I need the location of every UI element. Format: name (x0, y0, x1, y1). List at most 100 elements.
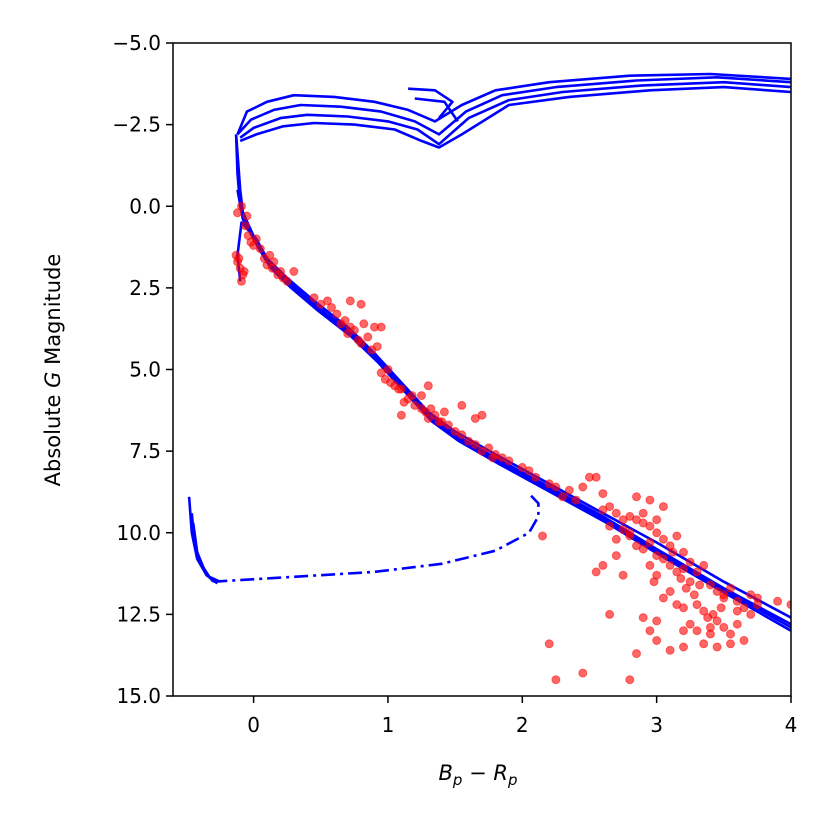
star-point (685, 557, 695, 567)
star-point (685, 619, 695, 629)
star-point (685, 577, 695, 587)
giant-branch-2 (236, 76, 791, 136)
star-point (564, 485, 574, 495)
y-axis-label: Absolute G Magnitude (41, 254, 65, 487)
star-point (233, 208, 242, 218)
star-point (531, 472, 541, 482)
star-point (712, 616, 722, 626)
star-point (423, 381, 433, 391)
x-tick-label: 2 (516, 713, 529, 737)
star-point (430, 410, 440, 420)
star-point (234, 254, 244, 263)
x-tick-label: 1 (382, 713, 395, 737)
y-tick-label: 2.5 (129, 276, 161, 300)
y-tick-label: 12.5 (116, 602, 161, 626)
giant-branch-4 (239, 85, 791, 149)
star-point (652, 528, 662, 538)
star-point (282, 276, 292, 286)
star-point (645, 521, 655, 531)
y-tick-label: 10.0 (116, 521, 161, 545)
star-point (356, 338, 366, 348)
star-point (679, 626, 688, 636)
star-point (265, 250, 275, 260)
star-point (439, 407, 449, 417)
star-point (484, 443, 494, 453)
star-point (668, 547, 678, 557)
star-point (255, 244, 265, 254)
star-point (638, 544, 648, 554)
star-point (356, 299, 366, 309)
star-point (598, 489, 608, 499)
star-point (591, 567, 601, 577)
star-point (665, 560, 675, 570)
star-point (237, 201, 246, 211)
star-point (645, 560, 655, 570)
star-point (719, 593, 729, 603)
star-point (591, 472, 601, 482)
star-point (242, 211, 252, 221)
star-point (363, 332, 373, 342)
isochrone-curves (187, 72, 791, 632)
star-point (732, 619, 742, 629)
star-point (645, 626, 655, 636)
star-point (726, 629, 735, 639)
star-point (598, 505, 608, 515)
isochrone-1 (236, 221, 791, 619)
star-point (719, 622, 729, 632)
star-point (638, 508, 648, 518)
star-point (251, 234, 261, 244)
dash-dot-branch (213, 492, 540, 583)
wd-track-3 (191, 522, 215, 583)
star-point (681, 583, 691, 593)
star-point (658, 554, 668, 564)
x-tick-label: 0 (247, 713, 260, 737)
giant-branch-1 (236, 72, 791, 135)
star-point (327, 303, 336, 312)
star-point (349, 325, 359, 335)
y-tick-label: 7.5 (129, 439, 161, 463)
star-point (426, 404, 436, 414)
plot-frame (172, 42, 792, 697)
giant-branch-3 (239, 80, 791, 146)
star-point (658, 502, 668, 512)
star-point (269, 257, 279, 267)
y-tick-label: −5.0 (112, 31, 161, 55)
star-point (544, 639, 554, 649)
star-point (571, 495, 581, 505)
star-point (417, 391, 426, 401)
star-point (679, 642, 688, 652)
star-point (625, 675, 635, 685)
star-point (739, 636, 749, 645)
star-point (237, 276, 246, 286)
star-point (692, 567, 702, 577)
star-point (752, 593, 762, 603)
star-point (632, 492, 641, 502)
star-point (705, 580, 715, 590)
star-point (332, 309, 342, 319)
star-point (726, 639, 735, 649)
x-tick-label: 4 (785, 713, 798, 737)
star-point (699, 560, 709, 570)
star-point (470, 440, 480, 450)
star-point (689, 590, 699, 600)
star-points (231, 201, 791, 685)
star-point (407, 391, 417, 401)
star-point (649, 577, 659, 587)
star-point (359, 319, 369, 329)
star-point (705, 629, 715, 639)
star-point (457, 430, 467, 440)
star-point (692, 600, 702, 610)
star-point (618, 570, 628, 580)
star-point (538, 531, 547, 541)
star-point (376, 322, 386, 332)
star-point (716, 603, 726, 613)
star-point (443, 420, 453, 430)
y-tick-label: 5.0 (129, 358, 161, 382)
star-point (488, 453, 498, 463)
star-point (672, 600, 682, 610)
star-point (679, 564, 688, 574)
isochrone-2 (234, 134, 791, 626)
star-point (504, 456, 514, 466)
star-point (773, 596, 783, 606)
